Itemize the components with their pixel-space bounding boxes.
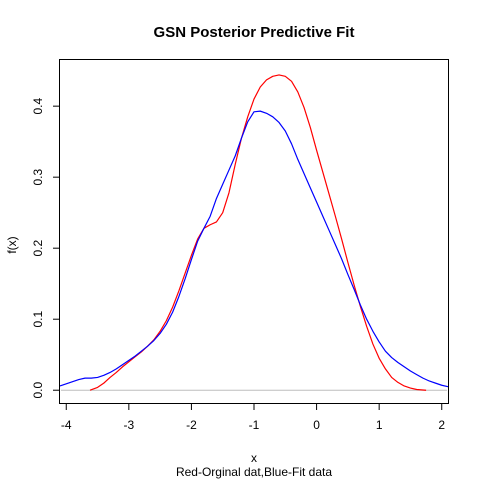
x-tick-label: -4 [61, 418, 72, 432]
x-tick-label: -3 [124, 418, 135, 432]
y-tick-label: 0.4 [31, 97, 45, 114]
y-axis-label: f(x) [5, 236, 19, 253]
x-tick-label: -1 [249, 418, 260, 432]
fit-data-density-line [59, 110, 449, 388]
x-tick-label: 0 [313, 418, 320, 432]
x-axis: -4 -3 -2 -1 0 1 2 [61, 403, 445, 432]
plot-area [59, 74, 449, 391]
x-axis-subtitle: Red-Orginal dat,Blue-Fit data [176, 465, 332, 479]
x-tick-label: 2 [438, 418, 445, 432]
y-tick-label: 0.1 [31, 311, 45, 328]
y-axis: 0.0 0.1 0.2 0.3 0.4 [31, 97, 60, 399]
plot-frame [59, 59, 449, 404]
x-tick-label: -2 [186, 418, 197, 432]
y-tick-label: 0.0 [31, 382, 45, 399]
y-tick-label: 0.3 [31, 169, 45, 186]
x-axis-label: x [251, 451, 257, 465]
chart-title: GSN Posterior Predictive Fit [154, 24, 355, 41]
x-tick-label: 1 [376, 418, 383, 432]
y-tick-label: 0.2 [31, 240, 45, 257]
